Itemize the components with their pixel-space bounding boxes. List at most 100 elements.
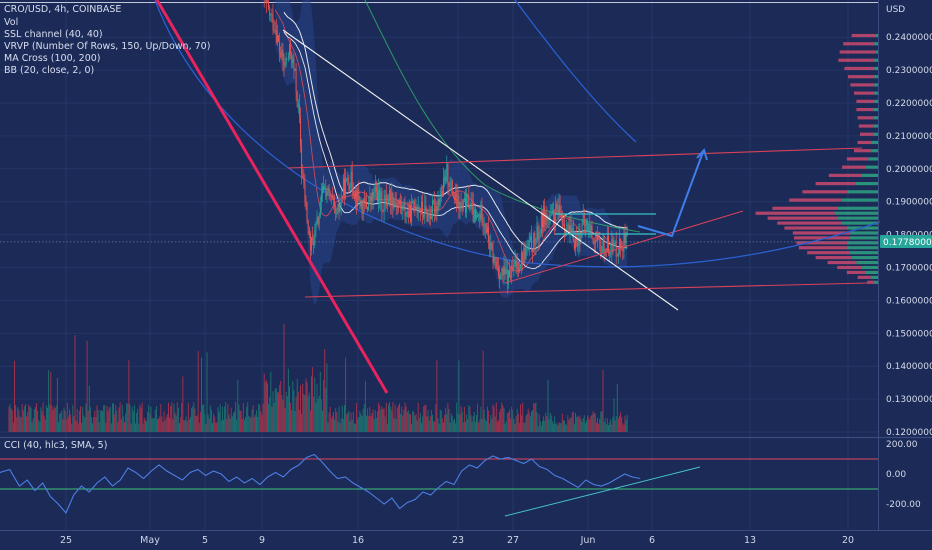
candle-body xyxy=(349,187,351,191)
legend-vrvp[interactable]: VRVP (Number Of Rows, 150, Up/Down, 70) xyxy=(4,41,210,52)
candle-body xyxy=(586,222,587,225)
candle-body xyxy=(366,202,367,208)
volume-bar xyxy=(616,383,618,432)
candle-body xyxy=(340,196,342,205)
candle-body xyxy=(357,189,359,204)
candle-body xyxy=(542,213,543,228)
legend-bollinger[interactable]: BB (20, close, 2, 0) xyxy=(4,65,94,76)
legend-cci[interactable]: CCI (40, hlc3, SMA, 5) xyxy=(4,440,107,451)
candle-body xyxy=(392,193,394,208)
volume-bar xyxy=(338,406,340,432)
volume-bar xyxy=(146,421,147,432)
candle-body xyxy=(275,30,277,43)
volume-profile-bar-down xyxy=(848,75,875,79)
volume-bar xyxy=(454,418,455,432)
volume-bar xyxy=(511,406,513,432)
volume-bar xyxy=(282,399,284,432)
legend-ssl-channel[interactable]: SSL channel (40, 40) xyxy=(4,29,103,40)
volume-bar xyxy=(481,418,483,432)
volume-bar xyxy=(461,411,463,432)
candle-body xyxy=(291,52,293,64)
volume-bar xyxy=(104,404,106,432)
candle-body xyxy=(550,213,552,215)
volume-bar xyxy=(345,357,347,432)
volume-bar xyxy=(129,404,131,432)
time-axis[interactable]: 25 May 5 9 16 23 27 Jun 6 13 20 xyxy=(60,535,854,546)
candle-body xyxy=(565,231,567,236)
legend-symbol[interactable]: CRO/USD, 4h, COINBASE xyxy=(4,4,121,15)
legend-volume[interactable]: Vol xyxy=(4,17,18,28)
candle-body xyxy=(395,203,397,207)
volume-bar xyxy=(171,402,173,432)
volume-bar xyxy=(575,412,576,432)
candle-body xyxy=(506,269,508,285)
candle-body xyxy=(580,236,582,243)
legend-ma-cross[interactable]: MA Cross (100, 200) xyxy=(4,53,101,64)
volume-bar xyxy=(445,407,447,432)
volume-bar xyxy=(323,379,325,432)
volume-bar xyxy=(598,423,600,432)
volume-profile xyxy=(755,33,878,284)
volume-bar xyxy=(375,418,377,432)
channel-bottom-line xyxy=(304,282,869,298)
volume-bar xyxy=(71,423,73,432)
volume-bar xyxy=(557,425,559,432)
volume-bar xyxy=(202,404,204,432)
time-tick-label: 9 xyxy=(259,535,265,546)
volume-bar xyxy=(144,420,146,432)
volume-bar xyxy=(188,419,190,432)
volume-bar xyxy=(297,392,299,432)
candle-body xyxy=(587,222,589,232)
volume-profile-bar-up xyxy=(873,116,878,120)
volume-bar xyxy=(260,411,262,432)
volume-bar xyxy=(356,403,358,432)
volume-bar xyxy=(262,403,264,432)
volume-bar xyxy=(388,404,389,432)
volume-bar xyxy=(56,378,58,432)
volume-bar xyxy=(493,406,495,432)
volume-bar xyxy=(373,419,375,432)
candle-body xyxy=(609,252,611,255)
candle-body xyxy=(415,207,417,212)
cci-axis[interactable]: 200.00 0.00 -200.00 xyxy=(886,440,921,510)
candle-body xyxy=(583,215,585,226)
volume-bar xyxy=(121,404,123,432)
candle-body xyxy=(456,193,458,207)
candle-body xyxy=(331,195,333,200)
volume-bar xyxy=(520,404,521,432)
time-tick-label: 20 xyxy=(842,535,854,546)
volume-bar xyxy=(426,416,428,432)
volume-bar xyxy=(17,407,19,432)
volume-bar xyxy=(162,421,164,432)
volume-bar xyxy=(625,419,627,432)
volume-bar xyxy=(88,385,90,432)
volume-bar xyxy=(545,412,547,432)
volume-bar xyxy=(53,406,55,432)
volume-bar xyxy=(581,422,583,432)
candle-body xyxy=(614,242,616,244)
volume-bar xyxy=(77,423,79,432)
volume-bar xyxy=(337,421,339,432)
candle-body xyxy=(284,64,286,66)
candle-body xyxy=(371,192,373,202)
volume-bar xyxy=(61,410,63,432)
candle-body xyxy=(469,208,471,210)
volume-profile-bar-down xyxy=(854,149,871,153)
trend-drawings[interactable] xyxy=(0,0,878,394)
volume-bar xyxy=(392,402,394,432)
candle-body xyxy=(488,226,490,242)
candle-body xyxy=(459,201,461,210)
volume-bar xyxy=(118,407,120,432)
volume-bar xyxy=(93,417,95,432)
candle-body xyxy=(273,29,275,32)
volume-bar xyxy=(435,404,437,432)
volume-bar xyxy=(187,403,189,432)
volume-bar xyxy=(419,413,421,432)
volume-bar xyxy=(174,412,176,432)
volume-bar xyxy=(610,419,612,432)
volume-bar xyxy=(565,424,567,432)
volume-profile-bar-up xyxy=(856,260,878,265)
